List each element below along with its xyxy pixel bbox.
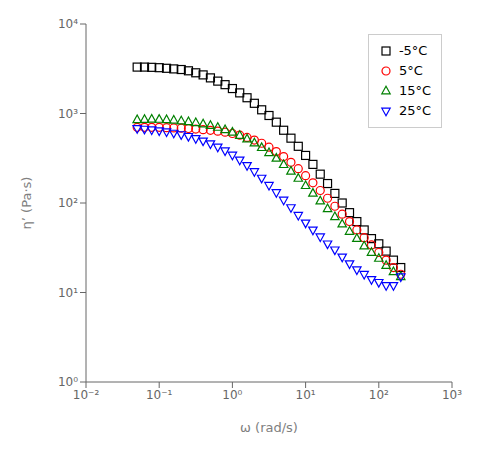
- svg-text:η’ (Pa·s): η’ (Pa·s): [19, 177, 34, 230]
- svg-text:10⁰: 10⁰: [58, 375, 78, 389]
- svg-text:10²: 10²: [369, 388, 389, 402]
- svg-text:10³: 10³: [58, 107, 78, 121]
- svg-text:10¹: 10¹: [58, 286, 78, 300]
- html-text:25°C: 25°C: [398, 103, 431, 118]
- svg-text:10⁻²: 10⁻²: [73, 388, 100, 402]
- svg-text:10⁴: 10⁴: [58, 17, 78, 31]
- html-text:5°C: 5°C: [398, 63, 423, 78]
- svg-text:10⁻¹: 10⁻¹: [146, 388, 173, 402]
- svg-text:10²: 10²: [58, 196, 78, 210]
- svg-text:ω (rad/s): ω (rad/s): [240, 420, 298, 435]
- svg-text:10³: 10³: [442, 388, 462, 402]
- html-text:-5°C: -5°C: [398, 43, 428, 58]
- svg-text:10¹: 10¹: [296, 388, 316, 402]
- svg-text:10⁰: 10⁰: [222, 388, 242, 402]
- html-text:15°C: 15°C: [398, 83, 431, 98]
